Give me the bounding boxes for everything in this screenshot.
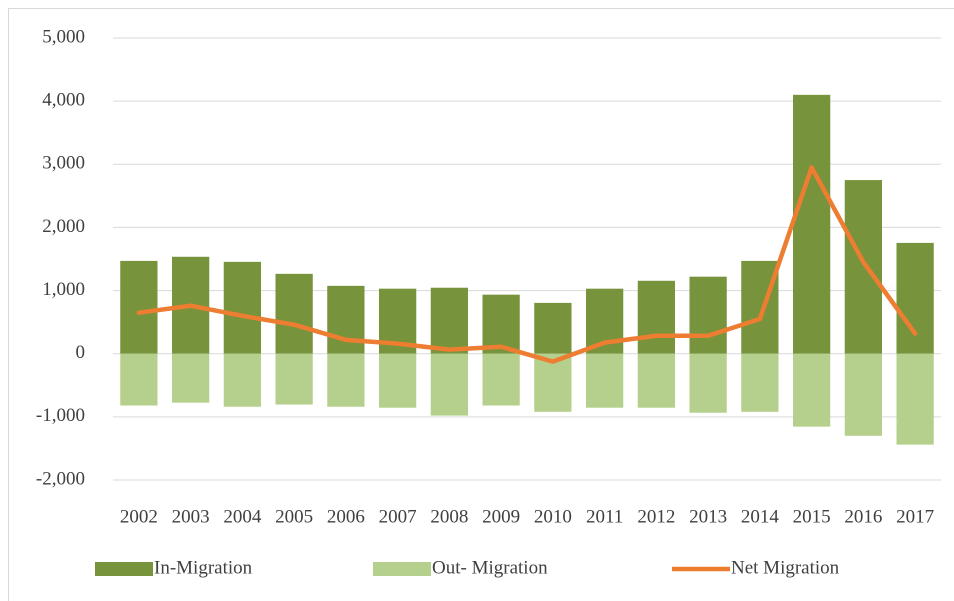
x-tick-label: 2004 — [223, 506, 262, 527]
bar — [482, 353, 520, 406]
x-tick-label: 2012 — [637, 506, 675, 527]
x-tick-label: 2002 — [120, 506, 158, 527]
bar — [896, 353, 934, 445]
bar — [223, 353, 262, 407]
bar — [171, 353, 210, 403]
bar — [637, 353, 676, 408]
x-tick-label: 2015 — [793, 506, 831, 527]
y-tick-label: -1,000 — [36, 405, 85, 426]
bar — [585, 353, 624, 408]
bar — [378, 353, 417, 408]
bar — [430, 353, 469, 416]
net-line — [136, 165, 918, 364]
x-tick-label: 2014 — [741, 506, 780, 527]
x-tick-label: 2009 — [482, 506, 520, 527]
y-tick-label: 0 — [76, 342, 86, 363]
bar — [430, 287, 469, 354]
x-tick-label: 2010 — [534, 506, 572, 527]
x-tick-label: 2016 — [844, 506, 882, 527]
bar — [120, 260, 158, 354]
bar — [534, 302, 572, 354]
bar — [275, 273, 313, 354]
bar — [327, 285, 365, 354]
legend-label: Out- Migration — [432, 557, 548, 578]
legend-label: Net Migration — [731, 557, 840, 578]
x-tick-label: 2003 — [172, 506, 210, 527]
x-tick-label: 2008 — [430, 506, 468, 527]
bar — [120, 353, 158, 406]
chart-border — [8, 8, 954, 601]
bar — [689, 353, 727, 413]
x-tick-label: 2011 — [586, 506, 623, 527]
y-tick-label: 3,000 — [42, 153, 85, 174]
bar — [327, 353, 365, 407]
bar — [741, 353, 779, 412]
bar — [482, 294, 520, 354]
bar — [689, 276, 727, 354]
x-tick-label: 2013 — [689, 506, 727, 527]
legend-swatch — [373, 562, 431, 576]
bar — [844, 353, 883, 436]
bar — [896, 242, 934, 354]
bar — [792, 353, 831, 427]
bar — [275, 353, 313, 405]
x-tick-label: 2007 — [379, 506, 417, 527]
bar — [792, 94, 831, 354]
y-tick-label: 5,000 — [42, 26, 85, 47]
bar — [223, 261, 262, 354]
x-tick-label: 2017 — [896, 506, 934, 527]
x-tick-label: 2005 — [275, 506, 313, 527]
bar — [637, 280, 676, 354]
legend-label: In-Migration — [154, 557, 253, 578]
y-tick-label: 2,000 — [42, 216, 85, 237]
y-tick-label: 1,000 — [42, 279, 85, 300]
legend-swatch — [95, 562, 153, 576]
y-tick-label: 4,000 — [42, 90, 85, 111]
bar — [844, 180, 883, 354]
y-tick-label: -2,000 — [36, 468, 85, 489]
x-tick-label: 2006 — [327, 506, 365, 527]
